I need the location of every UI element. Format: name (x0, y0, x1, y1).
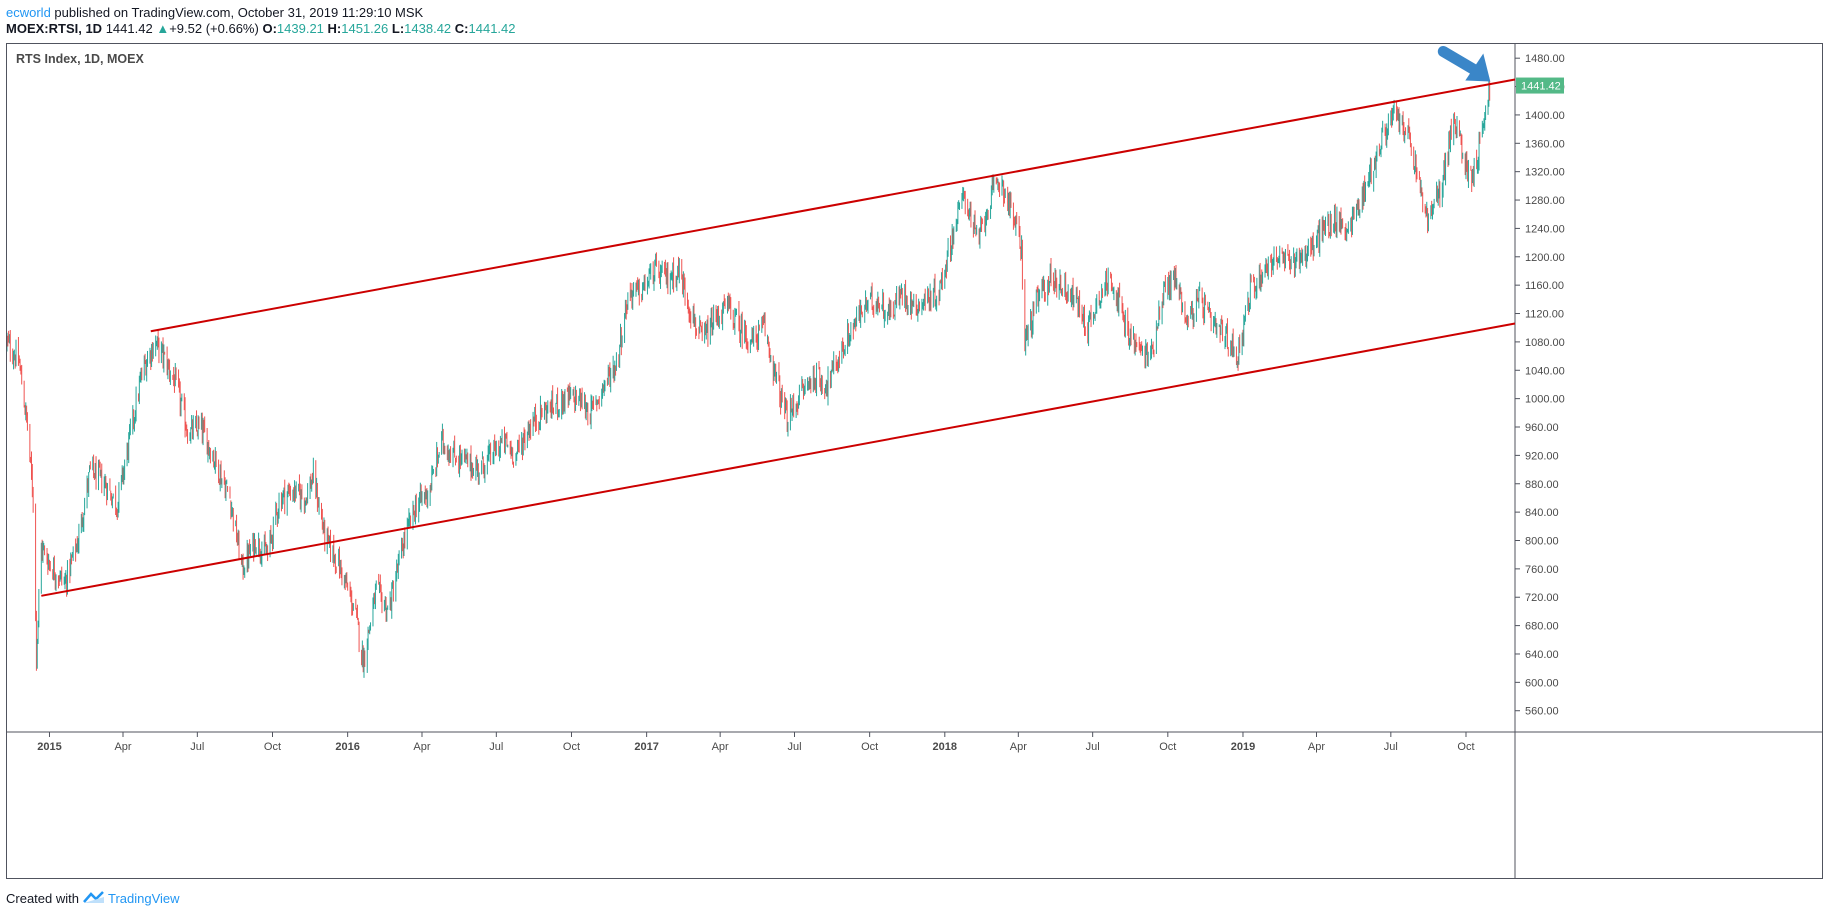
price-tick-label: 1040.00 (1525, 365, 1565, 377)
time-tick-label: Apr (114, 741, 131, 753)
time-tick-label: 2018 (933, 741, 957, 753)
time-axis: 2015 Apr Jul Oct 2016 Apr Jul Oct 2017 Apr Jul Oct 2… (37, 732, 1475, 753)
price-tick-label: 600.00 (1525, 677, 1559, 689)
annotation-arrow-head (1465, 53, 1491, 82)
chart-canvas[interactable]: 560.00 600.00 640.00 680.00 720.00 760.00 800.… (6, 44, 1822, 878)
time-tick-label: Jul (1086, 741, 1100, 753)
time-tick-label: Jul (190, 741, 204, 753)
price-tick-label: 560.00 (1525, 706, 1559, 718)
time-tick-label: Apr (712, 741, 729, 753)
price-tick-label: 720.00 (1525, 592, 1559, 604)
time-tick-label: 2015 (37, 741, 61, 753)
price-tick-label: 760.00 (1525, 564, 1559, 576)
symbol-label: MOEX:RTSI, 1D (6, 21, 103, 36)
change-value: +9.52 (+0.66%) (169, 21, 259, 36)
time-tick-label: Oct (861, 741, 878, 753)
price-tick-label: 640.00 (1525, 649, 1559, 661)
price-tick-label: 1280.00 (1525, 195, 1565, 207)
time-tick-label: 2019 (1231, 741, 1255, 753)
chart-frame[interactable]: 560.00 600.00 640.00 680.00 720.00 760.00 800.… (6, 43, 1823, 879)
tradingview-logo-icon (83, 890, 105, 907)
price-tick-label: 1000.00 (1525, 394, 1565, 406)
publish-info: ecworld published on TradingView.com, Oc… (6, 5, 423, 20)
price-tick-label: 960.00 (1525, 422, 1559, 434)
price-tick-label: 680.00 (1525, 621, 1559, 633)
footer: Created with TradingView (6, 890, 180, 907)
price-tick-label: 880.00 (1525, 479, 1559, 491)
time-tick-label: Oct (563, 741, 580, 753)
price-tick-label: 1120.00 (1525, 309, 1564, 321)
author-link[interactable]: ecworld (6, 5, 51, 20)
last-price-badge-bg (1516, 77, 1564, 94)
tradingview-brand-link[interactable]: TradingView (107, 891, 180, 906)
last-price-badge-label: 1441.42 (1521, 81, 1561, 93)
last-price: 1441.42 (105, 21, 153, 36)
price-tick-label: 1320.00 (1525, 167, 1565, 179)
annotation-arrow-icon[interactable] (1437, 45, 1491, 82)
open-label: O: (262, 21, 277, 36)
time-tick-label: Oct (1159, 741, 1176, 753)
time-tick-label: Apr (1308, 741, 1325, 753)
published-text: published on TradingView.com, October 31… (50, 5, 424, 20)
time-tick-label: Apr (413, 741, 430, 753)
close-label: C: (454, 21, 469, 36)
price-tick-label: 1360.00 (1525, 138, 1565, 150)
time-tick-label: Jul (1384, 741, 1398, 753)
high-label: H: (327, 21, 342, 36)
time-tick-label: Jul (489, 741, 503, 753)
trendline-lower[interactable] (41, 322, 1516, 597)
price-tick-label: 800.00 (1525, 535, 1559, 547)
price-tick-label: 920.00 (1525, 450, 1559, 462)
low-value: 1438.42 (404, 21, 452, 36)
open-value: 1439.21 (276, 21, 324, 36)
time-tick-label: 2017 (634, 741, 658, 753)
price-axis: 560.00 600.00 640.00 680.00 720.00 760.00 800.… (1515, 53, 1565, 718)
time-tick-label: Oct (264, 741, 281, 753)
price-tick-label: 1160.00 (1525, 280, 1564, 292)
created-with-label: Created with (6, 891, 79, 906)
change-arrow-icon: ▲ (156, 21, 170, 36)
time-tick-label: Oct (1457, 741, 1474, 753)
time-tick-label: Jul (787, 741, 801, 753)
candles (6, 77, 1491, 678)
close-value: 1441.42 (468, 21, 516, 36)
price-tick-label: 1400.00 (1525, 110, 1565, 122)
trendlines (41, 45, 1516, 597)
trendline-upper[interactable] (150, 78, 1516, 333)
price-tick-label: 1240.00 (1525, 223, 1565, 235)
price-tick-label: 840.00 (1525, 507, 1559, 519)
annotation-arrow-shaft (1437, 45, 1483, 77)
chart-title: RTS Index, 1D, MOEX (16, 52, 144, 66)
last-price-badge: 1441.42 (1516, 77, 1564, 94)
price-tick-label: 1080.00 (1525, 337, 1565, 349)
ohlc-legend: MOEX:RTSI, 1D 1441.42 ▲+9.52 (+0.66%) O:… (6, 21, 516, 36)
price-tick-label: 1480.00 (1525, 53, 1565, 65)
low-label: L: (391, 21, 405, 36)
time-tick-label: Apr (1010, 741, 1027, 753)
high-value: 1451.26 (341, 21, 389, 36)
price-tick-label: 1200.00 (1525, 252, 1565, 264)
time-tick-label: 2016 (335, 741, 359, 753)
